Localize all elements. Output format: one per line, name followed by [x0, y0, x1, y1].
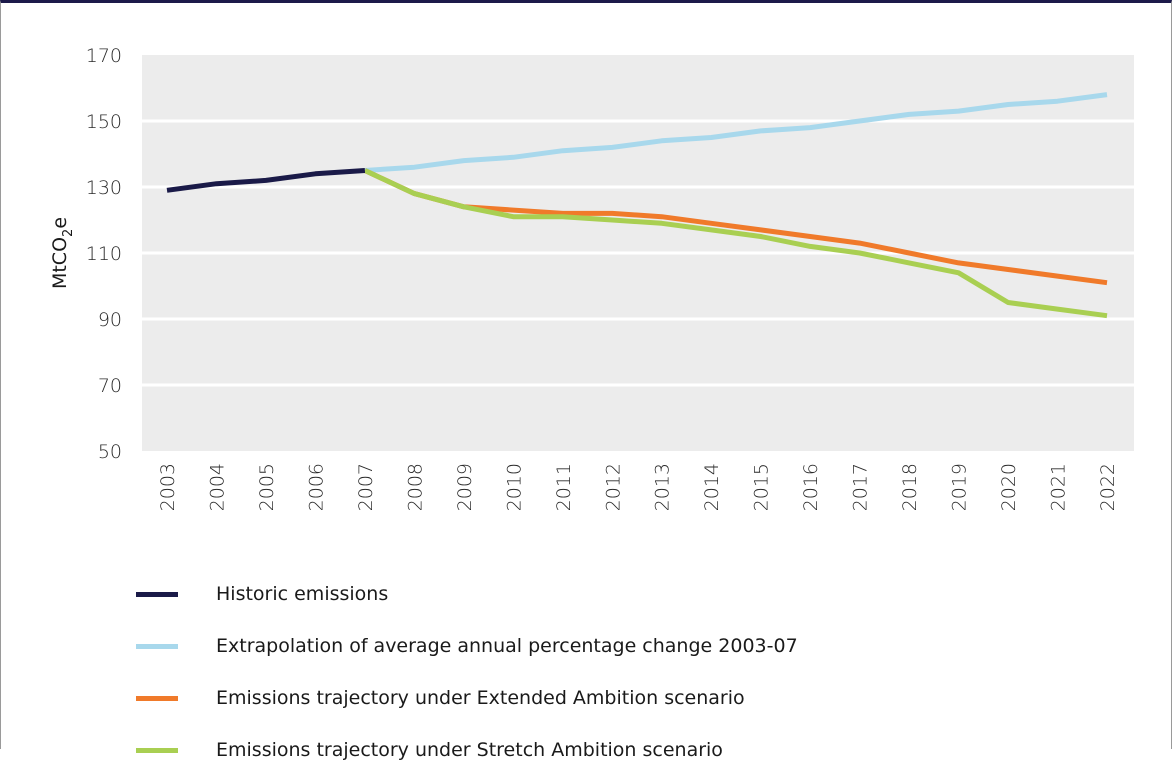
series-lines [166, 92, 1108, 319]
series-line [166, 168, 366, 193]
legend-item: Historic emissions [136, 568, 798, 620]
x-tick-label: 2008 [404, 463, 426, 511]
x-axis-ticks: 2003 2004 2005 2006 2007 2008 2009 2010 2011 2012… [157, 463, 1119, 511]
y-tick-label: 50 [98, 441, 122, 463]
x-tick-label: 2018 [899, 463, 921, 511]
x-tick-label: 2019 [949, 463, 971, 511]
legend-swatch [136, 643, 178, 649]
x-tick-label: 2010 [503, 463, 525, 511]
x-tick-label: 2021 [1048, 463, 1070, 511]
x-tick-label: 2020 [998, 463, 1020, 511]
y-tick-label: 110 [86, 243, 122, 265]
legend-label: Historic emissions [216, 583, 389, 605]
y-tick-label: 150 [86, 111, 122, 133]
y-tick-label: 70 [98, 375, 122, 397]
legend-label: Emissions trajectory under Stretch Ambit… [216, 739, 723, 761]
x-tick-label: 2004 [206, 463, 228, 511]
legend-item: Emissions trajectory under Extended Ambi… [136, 672, 798, 724]
legend: Historic emissions Extrapolation of avera… [136, 568, 798, 776]
x-tick-label: 2005 [256, 463, 278, 511]
y-axis-ticks: 170 150 130 110 90 70 50 [86, 45, 122, 463]
x-tick-label: 2015 [751, 463, 773, 511]
series-line [363, 168, 1108, 286]
x-tick-label: 2011 [553, 463, 575, 511]
legend-item: Extrapolation of average annual percenta… [136, 620, 798, 672]
x-tick-label: 2016 [800, 463, 822, 511]
legend-item: Emissions trajectory under Stretch Ambit… [136, 724, 798, 776]
y-tick-label: 170 [86, 45, 122, 67]
x-tick-label: 2022 [1097, 463, 1119, 511]
y-tick-label: 130 [86, 177, 122, 199]
series-line [364, 92, 1108, 173]
series-line [363, 168, 1108, 319]
legend-swatch [136, 591, 178, 597]
x-tick-label: 2017 [850, 463, 872, 511]
x-tick-label: 2014 [701, 463, 723, 511]
legend-label: Emissions trajectory under Extended Ambi… [216, 687, 745, 709]
x-tick-label: 2009 [454, 463, 476, 511]
x-tick-label: 2003 [157, 463, 179, 511]
x-tick-label: 2007 [355, 463, 377, 511]
gridlines [142, 119, 1134, 387]
legend-swatch [136, 695, 178, 701]
x-tick-label: 2013 [652, 463, 674, 511]
y-tick-label: 90 [98, 309, 122, 331]
y-axis-label: MtCO2e [49, 217, 76, 289]
x-tick-label: 2006 [305, 463, 327, 511]
legend-label: Extrapolation of average annual percenta… [216, 635, 798, 657]
legend-swatch [136, 747, 178, 753]
x-tick-label: 2012 [602, 463, 624, 511]
